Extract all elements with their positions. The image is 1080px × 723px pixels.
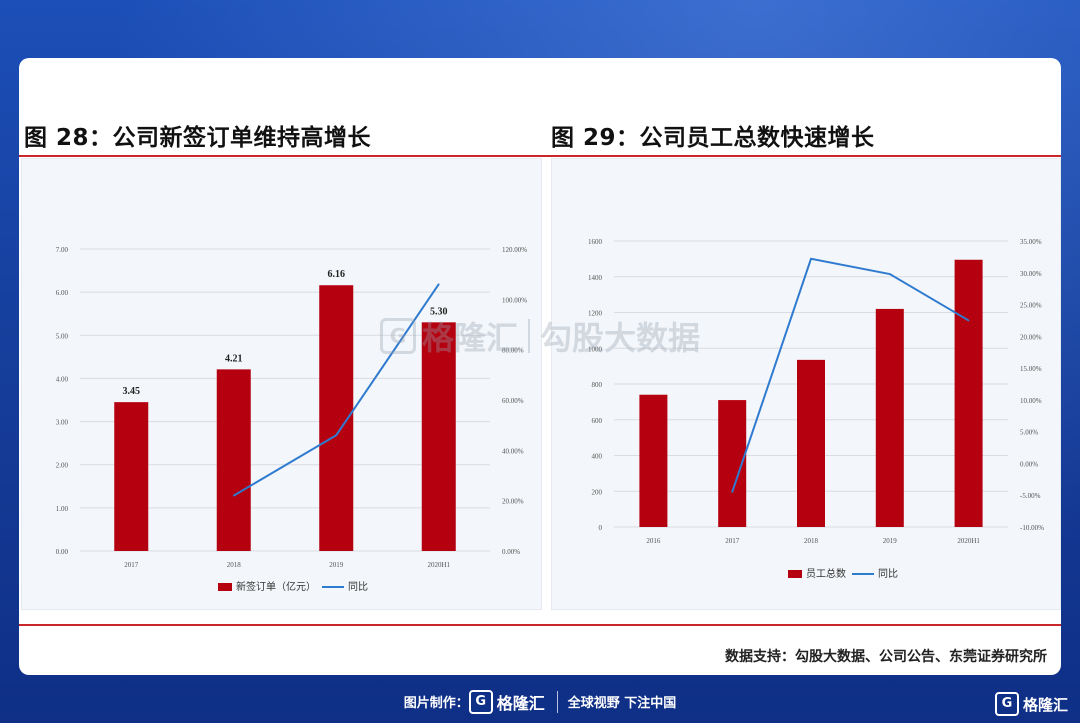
- footer-brand: 格隆汇: [496, 693, 545, 713]
- line-point: [731, 491, 733, 493]
- y-right-tick-label: 25.00%: [1020, 302, 1042, 310]
- y-left-tick-label: 6.00: [56, 289, 69, 297]
- chart-panel-right: 0 200 400 600 800 1000 1200 1400 1600 -10.00% -5.0…: [551, 158, 1061, 610]
- title-divider: [19, 155, 1061, 157]
- corner-logo[interactable]: G 格隆汇: [994, 692, 1068, 716]
- bar: [216, 369, 251, 551]
- line-point: [335, 434, 338, 437]
- y-left-tick-label: 3.00: [56, 419, 69, 427]
- y-right-tick-label: -5.00%: [1020, 492, 1041, 500]
- y-left-tick-label: 5.00: [56, 332, 69, 340]
- x-tick-label: 2016: [646, 537, 661, 545]
- data-label: 4.21: [225, 353, 243, 364]
- bar: [954, 259, 983, 527]
- bar: [639, 394, 668, 527]
- y-right-tick-label: 20.00%: [502, 498, 524, 506]
- corner-logo-icon: G: [994, 692, 1019, 716]
- y-left-tick-label: 1.00: [56, 505, 69, 513]
- line-point: [232, 494, 235, 497]
- x-tick-label: 2020H1: [957, 537, 980, 545]
- y-left-tick-label: 0: [599, 524, 603, 532]
- x-tick-label: 2018: [804, 537, 819, 545]
- data-label: 5.30: [430, 306, 448, 317]
- y-left-tick-label: 600: [592, 417, 603, 425]
- line-point: [437, 283, 440, 286]
- bar: [114, 402, 149, 551]
- chart-panel-left: 0.00 1.00 2.00 3.00 4.00 5.00 6.00 7.00 0.00% 20.…: [21, 158, 542, 610]
- y-left-tick-label: 200: [592, 488, 603, 496]
- x-tick-label: 2018: [227, 561, 242, 569]
- y-right-tick-label: 0.00%: [1020, 460, 1038, 468]
- legend-swatch-bar: [218, 583, 232, 591]
- y-left-tick-label: 2.00: [56, 462, 69, 470]
- watermark: G 格隆汇 勾股大数据: [380, 313, 700, 359]
- line-point: [810, 257, 812, 260]
- y-right-tick-label: -10.00%: [1020, 524, 1044, 532]
- footer-slogan: 全球视野 下注中国: [567, 696, 677, 711]
- bar: [421, 322, 456, 551]
- legend-label-line: 同比: [878, 568, 898, 580]
- source-note: 数据支持：勾股大数据、公司公告、东莞证券研究所: [725, 649, 1047, 665]
- footer: 图片制作： G 格隆汇 全球视野 下注中国: [0, 680, 1080, 723]
- y-right-tick-label: 30.00%: [1020, 270, 1042, 278]
- y-right-tick-label: 35.00%: [1020, 238, 1042, 246]
- y-left-tick-label: 1400: [588, 274, 603, 282]
- data-label: 6.16: [328, 269, 346, 280]
- report-card: 图 28：公司新签订单维持高增长 图 29：公司员工总数快速增长 0.00 1.0…: [19, 58, 1061, 675]
- x-tick-label: 2017: [124, 561, 139, 569]
- y-right-tick-label: 15.00%: [1020, 365, 1042, 373]
- chart-title-left: 图 28：公司新签订单维持高增长: [24, 125, 372, 151]
- orders-chart: 0.00 1.00 2.00 3.00 4.00 5.00 6.00 7.00 0.00% 20.…: [56, 246, 528, 593]
- y-right-tick-label: 0.00%: [502, 548, 520, 556]
- y-right-tick-label: 10.00%: [1020, 397, 1042, 405]
- footer-divider: [556, 690, 558, 713]
- y-right-tick-label: 40.00%: [502, 447, 524, 455]
- chart-title-right: 图 29：公司员工总数快速增长: [551, 125, 875, 151]
- bar: [797, 359, 825, 527]
- line-point: [967, 319, 970, 322]
- y-left-tick-label: 800: [592, 381, 603, 389]
- y-left-tick-label: 1200: [588, 310, 603, 318]
- line-series: [731, 257, 970, 493]
- y-left-tick-label: 0.00: [56, 548, 69, 556]
- y-right-tick-label: 60.00%: [502, 397, 524, 405]
- legend-label-line: 同比: [348, 581, 368, 593]
- legend-swatch-bar: [788, 570, 802, 578]
- bar: [875, 308, 904, 527]
- employees-chart: 0 200 400 600 800 1000 1200 1400 1600 -10.00% -5.0…: [588, 238, 1044, 580]
- y-left-tick-label: 7.00: [56, 246, 69, 254]
- watermark-logo-icon: G: [380, 318, 416, 354]
- y-right-tick-label: 100.00%: [502, 296, 527, 304]
- corner-brand: 格隆汇: [1022, 695, 1068, 714]
- line-point: [889, 273, 891, 275]
- y-left-tick-label: 4.00: [56, 375, 69, 383]
- legend-label-bar: 新签订单（亿元）: [236, 580, 316, 593]
- y-right-tick-label: 80.00%: [502, 347, 524, 355]
- x-tick-label: 2019: [883, 537, 898, 545]
- x-tick-label: 2019: [329, 561, 344, 569]
- watermark-brand: 格隆汇: [422, 319, 519, 357]
- footer-made-by: 图片制作：: [403, 696, 469, 711]
- y-left-tick-label: 400: [592, 453, 603, 461]
- y-right-tick-label: 5.00%: [1020, 429, 1038, 437]
- y-left-tick-label: 1000: [588, 345, 603, 353]
- x-tick-label: 2020H1: [427, 561, 450, 569]
- footer-logo-icon: G: [468, 689, 493, 714]
- legend-label-bar: 员工总数: [806, 567, 846, 580]
- x-tick-label: 2017: [725, 537, 740, 545]
- y-right-tick-label: 120.00%: [502, 246, 527, 254]
- watermark-text: 勾股大数据: [540, 319, 701, 357]
- y-left-tick-label: 1600: [588, 238, 603, 246]
- y-right-tick-label: 20.00%: [1020, 333, 1042, 341]
- data-label: 3.45: [123, 386, 141, 397]
- watermark-divider: [528, 319, 531, 353]
- source-divider: [19, 624, 1061, 626]
